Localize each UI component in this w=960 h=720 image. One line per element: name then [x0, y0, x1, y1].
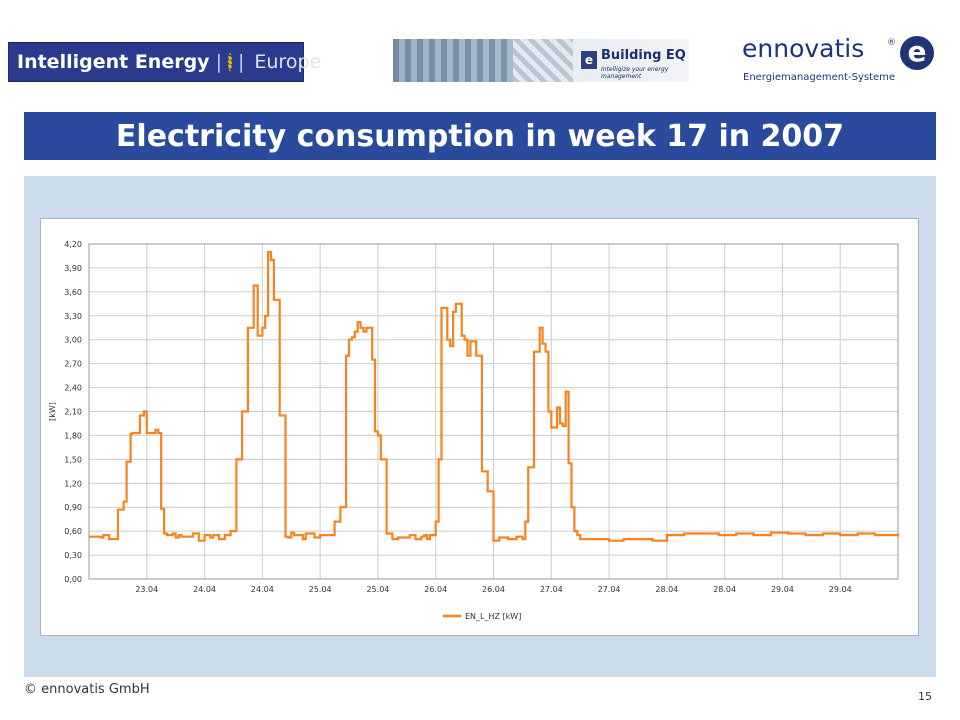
y-tick-label: 1,80	[64, 431, 82, 440]
x-tick-label: 23.04	[135, 585, 158, 594]
y-tick-label: 3,30	[64, 312, 82, 321]
legend-entry: EN_L_HZ [kW]	[465, 612, 521, 621]
y-tick-label: 0,90	[64, 503, 82, 512]
x-tick-label: 25.04	[366, 585, 389, 594]
footer-copyright: © ennovatis GmbH	[24, 682, 150, 697]
x-tick-label: 24.04	[193, 585, 216, 594]
y-tick-label: 0,00	[64, 575, 82, 584]
plot-border	[88, 243, 899, 580]
y-tick-label: 0,60	[64, 527, 82, 536]
x-tick-label: 29.04	[771, 585, 794, 594]
ennovatis-subtitle: Energiemanagement-Systeme	[743, 72, 896, 83]
y-tick-label: 3,90	[64, 264, 82, 273]
line-chart: 0,00 0,30 0,60 0,90 1,20 1,50 1,80 2,10 2,40 2,70…	[48, 240, 900, 621]
y-tick-label: 1,20	[64, 479, 82, 488]
ie-logo-main: Intelligent Energy	[17, 51, 210, 73]
x-tick-label: 27.04	[598, 585, 621, 594]
x-tick-label: 24.04	[251, 585, 274, 594]
y-axis-label: [kW]	[48, 402, 57, 421]
ie-logo-sub: Europe	[254, 51, 322, 73]
ennovatis-logo: ennovatis ® e Energiemanagement-Systeme	[742, 32, 942, 88]
ie-logo-separator: |	[215, 51, 222, 73]
eu-stars-icon	[227, 53, 232, 71]
y-tick-label: 1,50	[64, 455, 82, 464]
chart-container: 0,00 0,30 0,60 0,90 1,20 1,50 1,80 2,10 2,40 2,70…	[40, 218, 919, 636]
y-tick-label: 2,10	[64, 408, 82, 417]
page-number: 15	[918, 690, 932, 703]
intelligent-energy-logo: Intelligent Energy | | Europe	[8, 42, 321, 82]
y-tick-label: 3,60	[64, 288, 82, 297]
x-tick-label: 29.04	[829, 585, 852, 594]
page-title: Electricity consumption in week 17 in 20…	[115, 118, 845, 154]
beq-badge-icon: e	[581, 51, 597, 69]
ennovatis-name: ennovatis	[742, 34, 865, 63]
x-tick-label: 27.04	[540, 585, 563, 594]
building-eq-logo: e Building EQ Intelligize your energy ma…	[393, 39, 689, 82]
beq-name: Building EQ	[601, 48, 686, 63]
x-tick-label: 28.04	[655, 585, 678, 594]
y-tick-label: 3,00	[64, 336, 82, 345]
building-photo-icon	[393, 39, 513, 82]
pixel-pattern-icon	[513, 39, 573, 82]
y-tick-label: 0,30	[64, 551, 82, 560]
ennovatis-registered: ®	[887, 38, 896, 48]
beq-tagline: Intelligize your energy management	[601, 66, 669, 80]
x-tick-label: 26.04	[482, 585, 505, 594]
ie-logo-separator-2: |	[237, 51, 245, 73]
series-line	[89, 250, 900, 542]
x-tick-label: 25.04	[309, 585, 332, 594]
ennovatis-e-icon: e	[900, 36, 934, 70]
y-tick-label: 2,70	[64, 360, 82, 369]
title-bar: Electricity consumption in week 17 in 20…	[24, 112, 936, 160]
y-tick-label: 4,20	[64, 240, 82, 249]
y-tick-label: 2,40	[64, 384, 82, 393]
x-tick-label: 28.04	[713, 585, 736, 594]
x-tick-label: 26.04	[424, 585, 447, 594]
